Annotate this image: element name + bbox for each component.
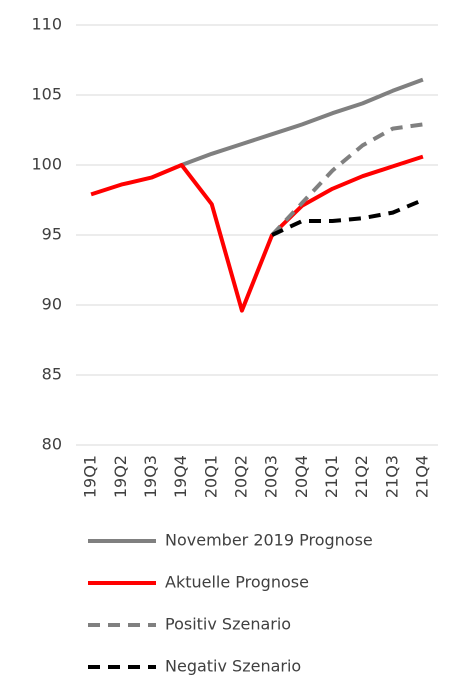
y-tick-label: 100 bbox=[31, 155, 62, 174]
legend-label: Aktuelle Prognose bbox=[165, 573, 309, 592]
x-tick-label: 21Q3 bbox=[382, 455, 401, 498]
x-tick-label: 19Q1 bbox=[81, 455, 100, 498]
x-tick-label: 20Q3 bbox=[262, 455, 281, 498]
legend-label: November 2019 Prognose bbox=[165, 531, 373, 550]
x-tick-label: 19Q4 bbox=[171, 455, 190, 498]
x-tick-label: 19Q2 bbox=[111, 455, 130, 498]
legend-label: Positiv Szenario bbox=[165, 615, 291, 634]
series-line bbox=[271, 198, 424, 237]
y-tick-label: 90 bbox=[42, 295, 62, 314]
x-tick-label: 20Q2 bbox=[231, 455, 250, 498]
x-tick-label: 21Q1 bbox=[322, 455, 341, 498]
legend-label: Negativ Szenario bbox=[165, 657, 301, 675]
y-tick-label: 110 bbox=[31, 15, 62, 34]
series-line bbox=[270, 122, 424, 237]
x-tick-label: 21Q2 bbox=[352, 455, 371, 498]
y-tick-label: 80 bbox=[42, 435, 62, 454]
x-tick-label: 20Q1 bbox=[201, 455, 220, 498]
series-line bbox=[90, 154, 424, 313]
y-tick-label: 95 bbox=[42, 225, 62, 244]
y-tick-label: 105 bbox=[31, 85, 62, 104]
y-tick-label: 85 bbox=[42, 365, 62, 384]
series-line bbox=[180, 77, 424, 167]
x-tick-label: 20Q4 bbox=[292, 455, 311, 498]
x-tick-label: 21Q4 bbox=[412, 455, 431, 498]
x-tick-label: 19Q3 bbox=[141, 455, 160, 498]
